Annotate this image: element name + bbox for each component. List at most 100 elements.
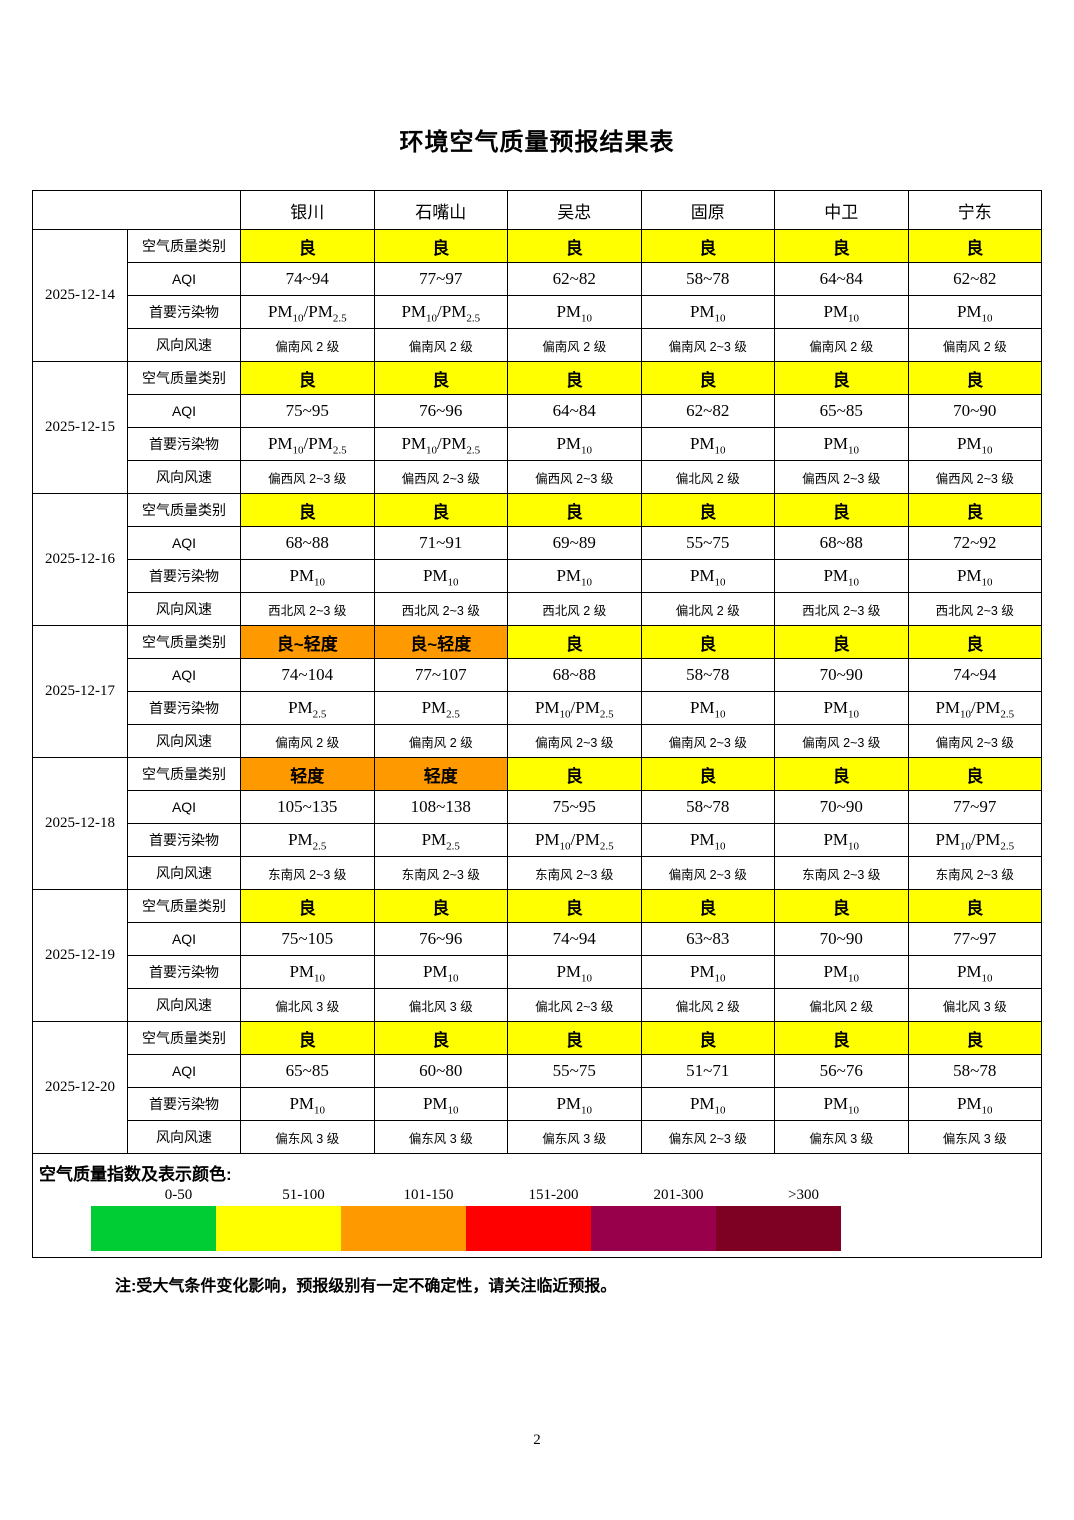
aqi-cell: 55~75 [507,1054,642,1088]
aqi-cell: 58~78 [640,790,775,824]
category-cell: 良 [640,625,775,659]
aqi-cell: 71~91 [373,526,508,560]
pollutant-cell: PM10 [240,955,375,989]
wind-cell: 东南风 2~3 级 [373,856,508,890]
forecast-row: 风向风速 偏南风 2 级偏南风 2 级偏南风 2~3 级偏南风 2~3 级偏南风 … [33,724,1042,758]
category-cell: 良 [240,1021,375,1055]
aqi-cell: 58~78 [640,658,775,692]
aqi-cell: 74~94 [240,262,375,296]
aqi-cell: 75~105 [240,922,375,956]
aqi-cell: 51~71 [640,1054,775,1088]
wind-cell: 偏南风 2~3 级 [640,328,775,362]
forecast-row: AQI 65~85 60~80 55~75 51~71 56~76 58~78 [33,1054,1042,1088]
aqi-cell: 77~107 [373,658,508,692]
wind-cell: 偏东风 2~3 级 [640,1120,775,1154]
forecast-row: 2025-12-15 空气质量类别良良良良良良 [32,361,1042,494]
legend-color-block [91,1206,216,1251]
pollutant-cell: PM10 [507,427,642,461]
pollutant-cell: PM10 [640,1087,775,1121]
pollutant-cell: PM10 [373,1087,508,1121]
wind-cell: 偏南风 2~3 级 [907,724,1042,758]
wind-cell: 偏北风 2 级 [640,592,775,626]
forecast-row: AQI 75~95 76~96 64~84 62~82 65~85 70~90 [33,394,1042,428]
row-label: 首要污染物 [127,295,241,329]
pollutant-cell: PM10 [907,559,1042,593]
forecast-row: 风向风速 东南风 2~3 级东南风 2~3 级东南风 2~3 级偏南风 2~3 级… [33,856,1042,890]
row-label: 首要污染物 [127,427,241,461]
page-number: 2 [533,1432,541,1448]
category-cell: 良 [774,757,909,791]
pollutant-cell: PM10 [240,559,375,593]
row-label: 空气质量类别 [127,625,241,659]
row-label: 首要污染物 [127,1087,241,1121]
aqi-cell: 105~135 [240,790,375,824]
aqi-cell: 72~92 [907,526,1042,560]
forecast-table: 银川 石嘴山 吴忠 固原 中卫 宁东 2025-12-14 空气质量类别良良良良良良 AQI 74… [32,190,1042,1258]
city-header: 宁东 [907,190,1042,230]
category-cell: 良 [774,625,909,659]
aqi-cell: 74~104 [240,658,375,692]
row-label: 风向风速 [127,460,241,494]
category-cell: 良 [373,1021,508,1055]
row-label: 空气质量类别 [127,889,241,923]
category-cell: 轻度 [373,757,508,791]
row-label: AQI [127,526,241,560]
forecast-row: 首要污染物 PM10 PM10 PM10 PM10 PM10 PM10 [33,559,1042,593]
pollutant-cell: PM2.5 [373,691,508,725]
wind-cell: 偏北风 2 级 [640,460,775,494]
aqi-cell: 64~84 [507,394,642,428]
wind-cell: 偏北风 2 级 [774,988,909,1022]
forecast-row: AQI 74~94 77~97 62~82 58~78 64~84 62~82 [33,262,1042,296]
wind-cell: 偏西风 2~3 级 [774,460,909,494]
row-label: 空气质量类别 [127,493,241,527]
category-cell: 轻度 [240,757,375,791]
wind-cell: 偏西风 2~3 级 [507,460,642,494]
category-cell: 良 [640,1021,775,1055]
aqi-cell: 68~88 [774,526,909,560]
pollutant-cell: PM10 [640,823,775,857]
forecast-row: AQI 74~104 77~107 68~88 58~78 70~90 74~94 [33,658,1042,692]
legend-range-labels: 0-50 51-100 101-150 151-200 201-300 >300 [116,1187,1041,1204]
legend-range-label: 201-300 [653,1187,704,1203]
category-cell: 良 [907,229,1042,263]
aqi-cell: 62~82 [907,262,1042,296]
category-cell: 良 [640,493,775,527]
category-cell: 良 [640,229,775,263]
category-cell: 良 [640,757,775,791]
page-title: 环境空气质量预报结果表 [399,129,675,156]
row-label: 风向风速 [127,328,241,362]
forecast-row: AQI 75~105 76~96 74~94 63~83 70~90 77~97 [33,922,1042,956]
date-cell: 2025-12-19 [32,889,128,1022]
legend-color-bar [91,1206,1041,1251]
pollutant-cell: PM10 [774,823,909,857]
city-header: 固原 [640,190,775,230]
date-cell: 2025-12-17 [32,625,128,758]
wind-cell: 偏南风 2 级 [373,724,508,758]
category-cell: 良 [507,229,642,263]
forecast-row: 首要污染物 PM2.5 PM2.5 PM10/PM2.5 PM10 PM10 PM10/PM… [33,823,1042,857]
forecast-row: 2025-12-20 空气质量类别良良良良良良 [32,1021,1042,1154]
aqi-cell: 70~90 [774,658,909,692]
aqi-cell: 65~85 [240,1054,375,1088]
wind-cell: 东南风 2~3 级 [507,856,642,890]
pollutant-cell: PM10 [640,559,775,593]
forecast-row: 2025-12-14 空气质量类别良良良良良良 [32,229,1042,362]
category-cell: 良 [240,493,375,527]
aqi-cell: 70~90 [774,922,909,956]
forecast-row: 首要污染物 PM10/PM2.5 PM10/PM2.5 PM10 PM10 PM10 PM1… [33,427,1042,461]
date-cell: 2025-12-20 [32,1021,128,1154]
pollutant-cell: PM10 [774,955,909,989]
pollutant-cell: PM10 [507,955,642,989]
aqi-cell: 56~76 [774,1054,909,1088]
aqi-cell: 62~82 [507,262,642,296]
legend-color-block [466,1206,591,1251]
aqi-cell: 62~82 [640,394,775,428]
wind-cell: 偏西风 2~3 级 [373,460,508,494]
forecast-row: 2025-12-19 空气质量类别良良良良良良 [32,889,1042,1022]
forecast-row: 首要污染物 PM10/PM2.5 PM10/PM2.5 PM10 PM10 PM10 PM1… [33,295,1042,329]
pollutant-cell: PM10 [774,559,909,593]
aqi-cell: 58~78 [907,1054,1042,1088]
forecast-row: AQI 68~88 71~91 69~89 55~75 68~88 72~92 [33,526,1042,560]
category-cell: 良 [240,229,375,263]
